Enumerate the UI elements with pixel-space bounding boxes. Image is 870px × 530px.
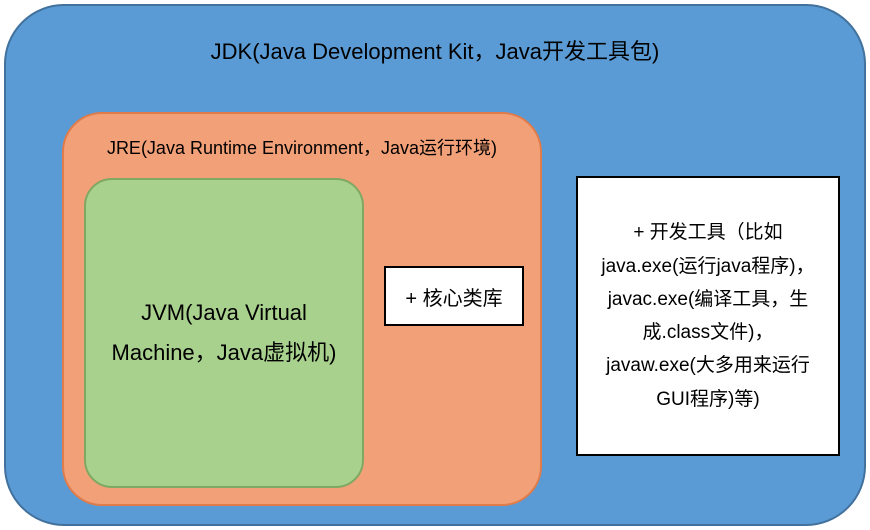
dev-tools-box: + 开发工具（比如java.exe(运行java程序)，javac.exe(编译…	[576, 176, 840, 456]
dev-tools-text: + 开发工具（比如java.exe(运行java程序)，javac.exe(编译…	[592, 216, 824, 416]
jre-container: JRE(Java Runtime Environment，Java运行环境) J…	[62, 112, 542, 506]
core-library-box: + 核心类库	[384, 266, 524, 326]
jvm-container: JVM(Java Virtual Machine，Java虚拟机)	[84, 178, 364, 488]
jdk-container: JDK(Java Development Kit，Java开发工具包) JRE(…	[4, 4, 866, 526]
jre-title: JRE(Java Runtime Environment，Java运行环境)	[64, 134, 540, 160]
core-library-text: + 核心类库	[405, 282, 502, 311]
jdk-title: JDK(Java Development Kit，Java开发工具包)	[6, 34, 864, 66]
jvm-text: JVM(Java Virtual Machine，Java虚拟机)	[106, 293, 342, 372]
